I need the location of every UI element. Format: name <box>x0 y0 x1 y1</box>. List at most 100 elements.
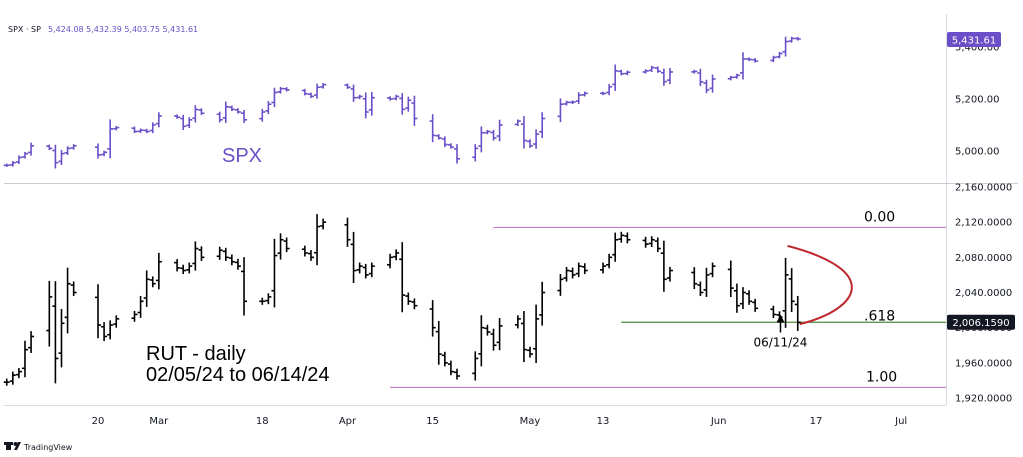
spx-bar <box>654 66 661 73</box>
rut-bar <box>113 315 120 328</box>
spx-bar <box>234 108 241 114</box>
spx-bar <box>314 83 321 99</box>
spx-bar <box>320 83 327 89</box>
rut-bar <box>514 315 521 329</box>
spx-bar <box>344 83 351 89</box>
x-tick: May <box>520 416 541 427</box>
spx-bar <box>3 163 10 167</box>
spx-bar <box>527 139 534 148</box>
spx-bar <box>222 101 229 124</box>
spx-bar <box>411 95 418 126</box>
spx-y-tick: 5,200.00 <box>955 95 1000 106</box>
spx-bar <box>600 91 607 96</box>
fib-label-618: .618 <box>864 308 895 324</box>
spx-bar <box>271 87 278 108</box>
rut-last-price-text: 2,006.1590 <box>952 318 1009 329</box>
rut-bar <box>557 273 564 296</box>
rut-bar <box>666 266 673 282</box>
rut-bar <box>265 293 272 305</box>
spx-bar <box>496 119 503 142</box>
spx-bar <box>618 69 625 76</box>
rut-bar <box>527 346 534 358</box>
rut-bar <box>496 318 503 351</box>
rut-bar <box>283 237 290 253</box>
rut-annotation-line1: RUT - daily <box>146 343 246 365</box>
spx-bar <box>709 74 716 93</box>
rut-bar <box>581 263 588 275</box>
time-axis[interactable]: 20 Mar 18 Apr 15 May 13 Jun 17 Jul <box>92 416 908 427</box>
rut-bar <box>782 257 789 328</box>
spx-bar <box>660 68 667 86</box>
spx-bar <box>746 57 753 62</box>
rut-price-axis[interactable]: 1,920.00001,960.00002,000.00002,040.0000… <box>955 183 1012 405</box>
rut-bar <box>259 297 266 305</box>
fib-label-0: 0.00 <box>864 209 895 225</box>
spx-bar <box>241 110 248 123</box>
rut-series <box>3 214 801 386</box>
spx-bar <box>228 105 235 112</box>
rut-bar <box>429 300 436 337</box>
rut-last-price-badge: 2,006.1590 <box>947 314 1015 330</box>
rut-bar <box>454 368 460 380</box>
tradingview-logo[interactable]: TradingView <box>4 442 73 452</box>
spx-bar <box>107 119 114 159</box>
spx-bar <box>447 143 454 149</box>
spx-last-price-badge: 5,431.61 <box>947 32 1001 47</box>
spx-bar <box>691 69 698 74</box>
rut-bar <box>107 320 114 340</box>
spx-bar <box>624 70 631 76</box>
spx-bar <box>52 144 59 169</box>
rut-bar <box>271 238 278 308</box>
spx-bar <box>739 52 746 80</box>
spx-label: SPX <box>222 145 262 167</box>
spx-bar <box>399 93 406 115</box>
rut-bar <box>174 259 181 272</box>
spx-y-tick: 5,000.00 <box>955 147 1000 158</box>
rut-annotation-line2: 02/05/24 to 06/14/24 <box>146 364 330 386</box>
projection-arc[interactable] <box>787 244 853 326</box>
spx-bar <box>113 125 120 131</box>
rut-bar <box>606 253 613 269</box>
spx-bar <box>137 128 144 133</box>
spx-bar <box>539 112 546 139</box>
spx-bar <box>186 117 193 128</box>
rut-bar <box>149 276 156 288</box>
spx-bar <box>174 114 181 119</box>
spx-bar <box>356 94 363 100</box>
rut-bar <box>539 281 546 326</box>
spx-price-axis[interactable]: 5,000.00 5,200.00 5,400.00 <box>955 43 1000 158</box>
rut-bar <box>192 241 199 271</box>
rut-bar <box>563 266 570 282</box>
spx-bar <box>259 108 266 122</box>
rut-bar <box>58 309 65 368</box>
rut-bar <box>447 360 454 376</box>
spx-bar <box>393 94 400 101</box>
rut-bar <box>727 260 734 298</box>
spx-bar <box>733 73 740 79</box>
rut-bar <box>405 292 412 305</box>
rut-bar <box>137 295 144 318</box>
rut-bar <box>307 250 314 261</box>
rut-bar <box>733 283 740 313</box>
spx-bar <box>770 55 777 63</box>
rut-bar <box>362 263 369 279</box>
spx-bar <box>727 75 734 81</box>
spx-bar <box>277 86 284 94</box>
spx-bar <box>752 58 759 63</box>
rut-bar <box>490 328 497 351</box>
x-tick: 18 <box>256 416 269 427</box>
rut-bar <box>277 233 284 260</box>
rut-bar <box>21 340 28 378</box>
spx-bar <box>95 143 101 159</box>
spx-bar <box>703 79 710 94</box>
spx-series <box>3 36 801 169</box>
rut-bar <box>484 324 491 336</box>
spx-bar <box>362 92 369 119</box>
spx-bar <box>405 96 412 112</box>
spx-bar <box>697 68 704 87</box>
rut-bar <box>691 267 698 290</box>
symbol-header: SPX · SP <box>8 25 41 34</box>
arrow-marker[interactable] <box>776 314 785 333</box>
rut-bar <box>155 252 162 290</box>
